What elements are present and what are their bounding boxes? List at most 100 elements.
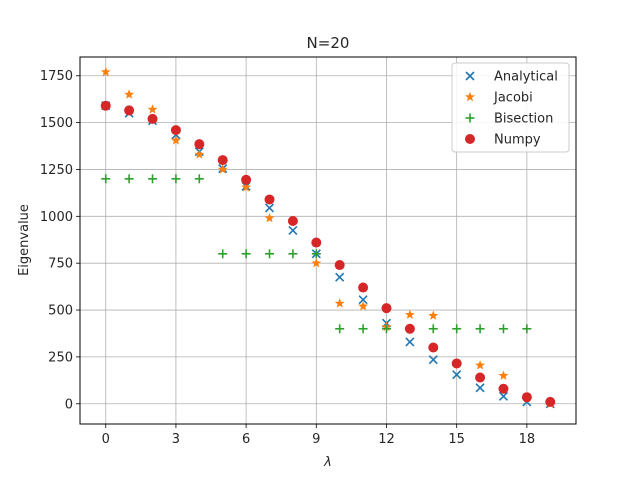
numpy-point xyxy=(498,383,509,394)
numpy-point xyxy=(124,105,135,116)
x-tick-label: 3 xyxy=(172,432,180,447)
jacobi-point xyxy=(170,135,181,145)
jacobi-point xyxy=(147,104,158,114)
analytical-point xyxy=(452,370,462,380)
legend-item: Numpy xyxy=(465,133,541,148)
analytical-point xyxy=(498,391,509,401)
numpy-point xyxy=(451,358,462,369)
numpy-point xyxy=(475,372,486,383)
bisection-point xyxy=(218,249,228,259)
numpy-point xyxy=(100,100,111,111)
numpy-point xyxy=(358,282,369,293)
bisection-point xyxy=(194,174,204,184)
y-tick-label: 750 xyxy=(48,257,73,272)
y-axis: 0 250 500 750 1000 1250 1500 1750 xyxy=(40,69,80,412)
legend-marker xyxy=(465,71,475,81)
analytical-point xyxy=(475,383,485,393)
y-tick-label: 500 xyxy=(48,304,73,319)
legend-marker xyxy=(465,134,475,144)
y-tick-label: 1250 xyxy=(40,163,73,178)
jacobi-point xyxy=(217,164,228,174)
jacobi-point xyxy=(404,309,415,319)
bisection-point xyxy=(522,324,532,334)
bisection-point xyxy=(335,324,345,334)
bisection-point xyxy=(358,324,368,334)
legend-marker xyxy=(465,113,475,123)
analytical-point xyxy=(358,295,368,305)
legend-marker xyxy=(465,91,475,102)
numpy-point xyxy=(545,396,556,407)
jacobi-point xyxy=(124,89,135,99)
bisection-point xyxy=(452,324,462,334)
jacobi-point xyxy=(264,213,275,223)
bisection-point xyxy=(498,324,508,334)
numpy-point xyxy=(194,139,205,150)
series-numpy xyxy=(100,100,556,407)
legend: Analytical Jacobi Bisection Numpy xyxy=(451,62,570,153)
chart-title: N=20 xyxy=(307,34,350,52)
jacobi-point xyxy=(100,66,111,77)
bisection-point xyxy=(381,324,391,334)
analytical-point xyxy=(405,337,415,347)
x-tick-label: 15 xyxy=(448,432,465,447)
jacobi-point xyxy=(358,301,369,311)
analytical-point xyxy=(264,203,275,213)
x-tick-label: 12 xyxy=(378,432,395,447)
numpy-point xyxy=(428,342,439,353)
x-tick-label: 0 xyxy=(102,432,110,447)
numpy-point xyxy=(381,303,392,314)
numpy-point xyxy=(241,174,252,185)
jacobi-point xyxy=(194,149,205,159)
bisection-point xyxy=(101,174,111,184)
analytical-point xyxy=(288,225,298,235)
x-tick-label: 18 xyxy=(519,432,536,447)
y-tick-label: 1500 xyxy=(40,116,73,131)
numpy-point xyxy=(521,392,532,403)
numpy-point xyxy=(334,260,345,271)
x-axis-label: λ xyxy=(323,455,332,470)
bisection-point xyxy=(124,174,134,184)
x-tick-label: 9 xyxy=(312,432,320,447)
analytical-point xyxy=(335,272,345,282)
legend-label: Jacobi xyxy=(493,91,533,106)
numpy-point xyxy=(170,125,181,136)
numpy-point xyxy=(287,216,298,227)
plot-frame xyxy=(79,56,577,425)
jacobi-point xyxy=(475,360,486,370)
x-axis: 0 3 6 9 12 15 18 xyxy=(102,424,536,447)
numpy-point xyxy=(147,113,158,124)
data-marks xyxy=(100,66,556,409)
y-tick-label: 1000 xyxy=(40,210,73,225)
bisection-point xyxy=(241,249,251,259)
jacobi-point xyxy=(428,310,439,320)
jacobi-point xyxy=(311,257,322,268)
numpy-point xyxy=(404,323,415,334)
x-tick-label: 6 xyxy=(242,432,250,447)
legend-box xyxy=(451,62,570,153)
legend-item: Analytical xyxy=(465,70,558,85)
legend-label: Bisection xyxy=(494,112,553,127)
y-tick-label: 1750 xyxy=(40,69,73,84)
bisection-point xyxy=(311,249,321,259)
numpy-point xyxy=(217,155,228,166)
jacobi-point xyxy=(498,370,509,380)
bisection-point xyxy=(171,174,181,184)
bisection-point xyxy=(288,249,298,259)
y-axis-label: Eigenvalue xyxy=(17,204,32,276)
numpy-point xyxy=(264,194,275,205)
legend-label: Analytical xyxy=(494,70,558,85)
bisection-point xyxy=(428,324,438,334)
bisection-point xyxy=(265,249,275,259)
y-tick-label: 250 xyxy=(48,350,73,365)
numpy-point xyxy=(311,237,322,248)
jacobi-point xyxy=(241,182,252,192)
y-tick-label: 0 xyxy=(65,397,73,412)
bisection-point xyxy=(148,174,158,184)
jacobi-point xyxy=(334,298,345,308)
analytical-point xyxy=(428,355,438,365)
legend-item: Bisection xyxy=(465,112,553,127)
legend-label: Numpy xyxy=(494,133,541,148)
bisection-point xyxy=(475,324,485,334)
legend-item: Jacobi xyxy=(465,91,533,106)
